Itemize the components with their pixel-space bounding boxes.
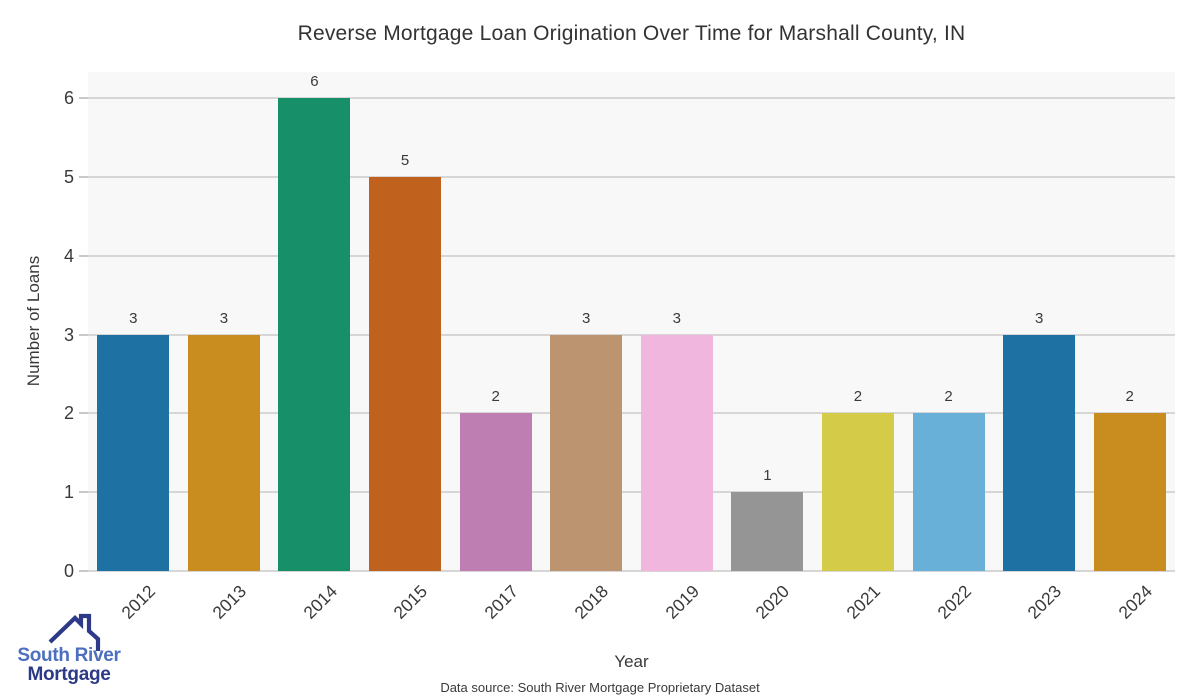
x-axis-label: Year [614,652,649,671]
y-tick-label-3: 3 [63,324,74,345]
bar-value-label-2012: 3 [129,309,138,327]
gridline-y1 [88,491,1175,494]
bar-2021 [821,413,894,571]
bar-value-label-2023: 3 [1034,309,1044,327]
y-tick-mark-5 [79,175,88,178]
y-tick-label-2: 2 [63,403,74,424]
bar-2020 [731,492,804,571]
gridline-y3 [88,333,1175,336]
bar-2024 [1093,413,1166,571]
y-tick-label-5: 5 [63,166,74,187]
bar-2023 [1003,334,1076,571]
plot-area: 3 3 6 5 2 3 3 1 2 2 3 2 [79,72,1175,572]
x-tick-label-2024: 2024 [1012,581,1156,623]
bar-2019 [640,334,713,571]
bar-value-label-2024: 2 [1125,388,1134,406]
bar-value-label-2019: 3 [672,309,681,327]
bar-2015 [369,176,442,571]
y-tick-mark-3 [79,333,88,336]
bar-2018 [550,334,623,571]
y-tick-label-6: 6 [63,88,74,108]
bar-value-label-2013: 3 [219,309,229,327]
bar-value-label-2021: 2 [853,388,863,406]
data-source-note: Data source: South River Mortgage Propri… [440,680,760,695]
bar-2012 [97,334,170,571]
bar-2013 [187,334,260,571]
bar-value-label-2015: 5 [400,151,410,169]
gridline-y5 [88,175,1175,178]
house-icon [48,613,101,651]
company-logo: South River Mortgage [15,612,123,687]
y-tick-label-0: 0 [63,561,74,581]
bar-value-label-2014: 6 [310,73,319,90]
y-axis-label: Number of Loans [24,255,43,387]
y-tick-mark-1 [79,491,88,494]
bar-2014 [278,98,351,571]
bar-value-label-2017: 2 [491,388,500,406]
chart-title: Reverse Mortgage Loan Origination Over T… [297,22,966,45]
plot-background [88,72,1175,571]
y-tick-mark-4 [79,254,88,257]
x-tick-text: 2024 [1114,581,1156,623]
y-tick-mark-0 [79,570,88,572]
bar-2022 [912,413,985,571]
logo-text-line1: South River [17,645,121,666]
gridline-y4 [88,254,1175,257]
bar-value-label-2020: 1 [763,467,772,485]
y-tick-label-1: 1 [63,482,74,503]
y-tick-mark-6 [79,97,88,99]
bar-value-label-2022: 2 [944,388,953,406]
y-tick-label-4: 4 [63,245,74,266]
gridline-y6 [88,97,1175,99]
y-tick-mark-2 [79,412,88,415]
gridline-y2 [88,412,1175,415]
bar-2017 [459,413,532,571]
gridline-y0 [88,570,1175,572]
bar-value-label-2018: 3 [582,309,591,327]
logo-text-line2: Mortgage [27,664,111,685]
